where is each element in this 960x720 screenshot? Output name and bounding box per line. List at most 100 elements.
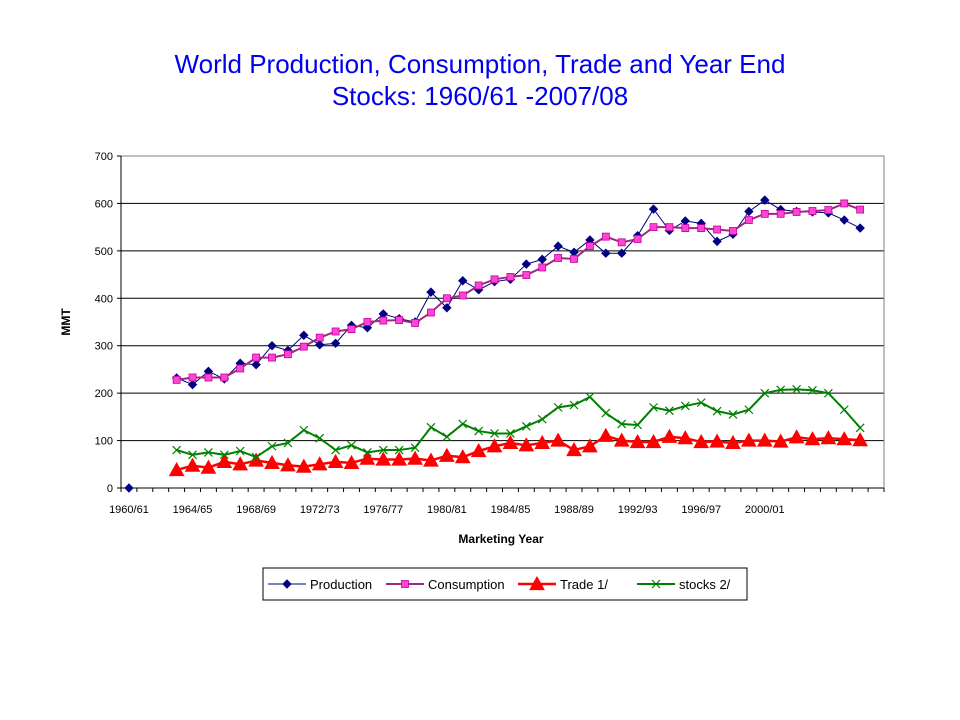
- data-point-stocks-2: [601, 408, 611, 418]
- x-tick-label: 2000/01: [745, 504, 785, 516]
- data-point-consumption: [570, 255, 578, 263]
- data-point-consumption: [220, 373, 229, 382]
- data-point-trade-1: [486, 438, 503, 453]
- data-point-stocks-2: [219, 450, 229, 460]
- data-point-consumption: [729, 227, 737, 235]
- x-marker-stroke: [347, 440, 356, 450]
- data-point-consumption: [490, 275, 499, 284]
- x-marker-stroke: [651, 579, 661, 589]
- data-point-stocks-2: [808, 385, 817, 395]
- data-point-stocks-2: [760, 388, 770, 398]
- data-point-production: [330, 338, 341, 349]
- data-point-stocks-2: [776, 385, 786, 395]
- data-point-trade-1: [820, 430, 837, 445]
- data-point-stocks-2: [696, 398, 706, 408]
- data-point-stocks-2: [712, 406, 722, 416]
- data-point-production: [537, 254, 547, 265]
- data-point-stocks-2: [569, 400, 579, 410]
- x-marker-stroke: [664, 406, 674, 416]
- series-trade-1: [168, 427, 869, 477]
- y-tick-label: 300: [95, 341, 113, 353]
- x-marker-stroke: [315, 433, 325, 443]
- data-point-production: [648, 204, 659, 214]
- data-point-trade-1: [407, 450, 423, 465]
- plot-area: [120, 155, 885, 489]
- data-point-stocks-2: [362, 448, 372, 457]
- data-point-trade-1: [359, 450, 376, 465]
- data-point-trade-1: [454, 449, 471, 464]
- data-point-production: [553, 241, 563, 251]
- data-point-consumption: [586, 242, 594, 251]
- x-marker-stroke: [649, 402, 658, 412]
- data-point-trade-1: [693, 433, 710, 449]
- legend-marker: [282, 579, 292, 589]
- legend-entry-trade-1: Trade 1/: [518, 575, 608, 592]
- series-consumption: [172, 199, 865, 384]
- legend-label: Consumption: [428, 577, 505, 592]
- data-point-consumption: [601, 232, 610, 241]
- data-point-stocks-2: [394, 445, 404, 455]
- data-point-consumption: [856, 205, 865, 214]
- legend-label: stocks 2/: [679, 577, 731, 592]
- data-point-consumption: [458, 291, 467, 300]
- x-marker-stroke: [331, 445, 341, 455]
- data-point-consumption: [665, 223, 674, 232]
- data-point-stocks-2: [617, 419, 627, 429]
- legend-entry-production: Production: [268, 577, 372, 592]
- x-marker-stroke: [680, 401, 690, 411]
- chart-title-line1: World Production, Consumption, Trade and…: [174, 49, 786, 79]
- data-point-stocks-2: [649, 402, 658, 412]
- data-point-stocks-2: [680, 401, 690, 411]
- data-point-stocks-2: [585, 392, 595, 402]
- data-point-consumption: [363, 318, 372, 326]
- data-point-consumption: [379, 316, 388, 325]
- x-marker-stroke: [458, 419, 468, 429]
- data-point-stocks-2: [537, 414, 547, 424]
- data-point-stocks-2: [728, 410, 738, 419]
- data-point-stocks-2: [331, 445, 341, 455]
- x-marker-stroke: [521, 421, 531, 431]
- x-marker-stroke: [378, 445, 388, 455]
- data-point-trade-1: [852, 432, 869, 447]
- data-point-trade-1: [248, 452, 264, 467]
- data-point-stocks-2: [251, 452, 261, 462]
- data-point-consumption: [617, 238, 626, 247]
- series-stocks-2: [172, 384, 865, 462]
- data-point-stocks-2: [204, 448, 213, 457]
- x-tick-label: 1980/81: [427, 504, 467, 516]
- data-point-stocks-2: [347, 440, 356, 450]
- x-marker-stroke: [760, 388, 770, 398]
- data-point-consumption: [252, 353, 261, 362]
- x-axis-title: Marketing Year: [458, 532, 543, 546]
- data-point-stocks-2: [839, 405, 849, 415]
- x-marker-stroke: [410, 443, 420, 453]
- data-point-production: [760, 195, 770, 205]
- data-point-stocks-2: [267, 441, 277, 451]
- x-marker-stroke: [537, 414, 547, 424]
- x-marker-stroke: [362, 448, 372, 457]
- data-point-consumption: [713, 225, 721, 234]
- data-point-trade-1: [280, 457, 296, 472]
- data-point-consumption: [522, 271, 531, 279]
- x-tick-label: 1988/89: [554, 504, 594, 516]
- data-point-consumption: [792, 208, 801, 216]
- chart-title: World Production, Consumption, Trade and…: [0, 48, 960, 112]
- data-point-stocks-2: [633, 420, 643, 430]
- x-tick-label: 1972/73: [300, 504, 340, 516]
- data-point-trade-1: [470, 442, 487, 458]
- data-point-production: [187, 379, 198, 390]
- x-marker-stroke: [617, 419, 627, 429]
- data-point-production: [124, 483, 134, 493]
- x-marker-stroke: [172, 445, 182, 455]
- legend: Production Consumption Trade 1/stocks 2/: [262, 567, 748, 601]
- data-point-stocks-2: [458, 419, 468, 429]
- data-point-stocks-2: [410, 443, 420, 453]
- data-point-consumption: [744, 216, 753, 224]
- x-marker-stroke: [776, 385, 786, 395]
- data-point-production: [855, 223, 865, 233]
- data-point-trade-1: [534, 434, 551, 450]
- data-point-trade-1: [502, 434, 519, 450]
- data-point-trade-1: [597, 427, 614, 442]
- y-tick-label: 200: [95, 388, 113, 400]
- data-point-consumption: [236, 364, 245, 373]
